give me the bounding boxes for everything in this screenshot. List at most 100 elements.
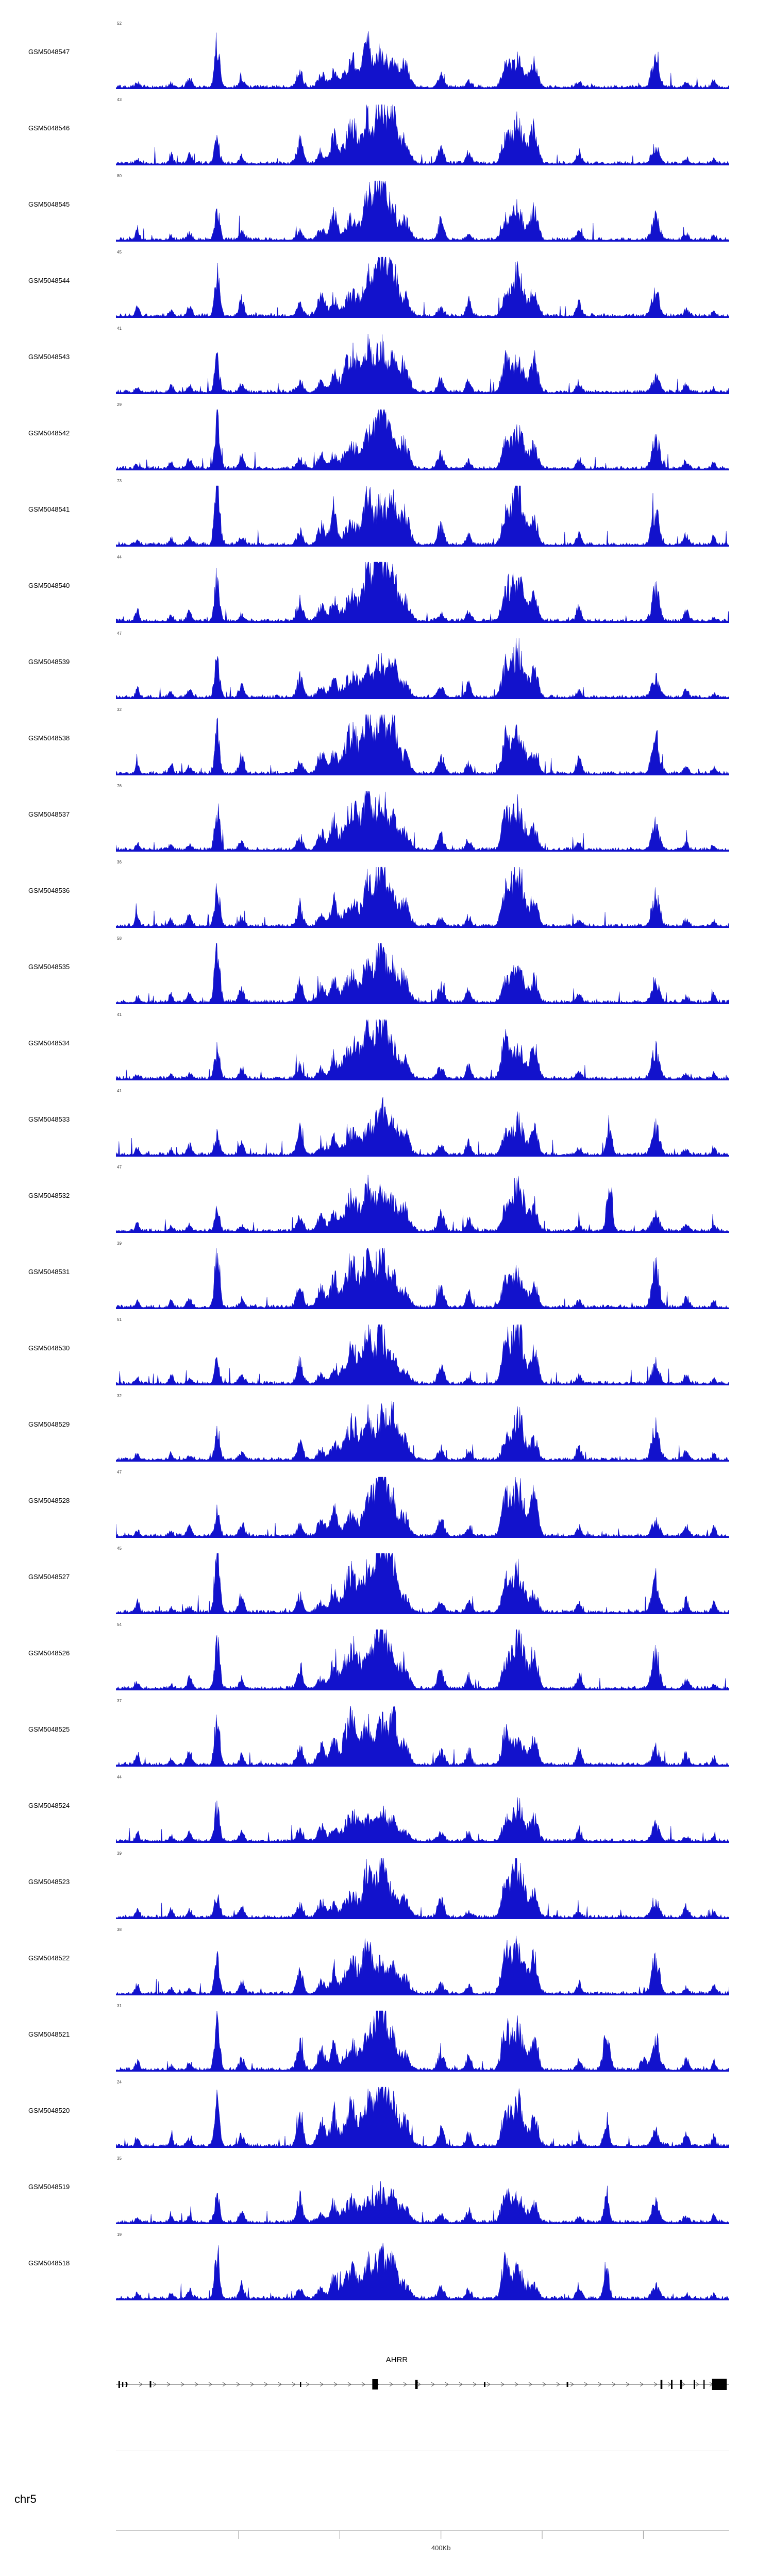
gene-exon <box>415 2380 418 2389</box>
track-label: GSM5048540 <box>28 582 70 589</box>
track-label: GSM5048542 <box>28 429 70 437</box>
strand-arrow-icon <box>139 2382 143 2387</box>
strand-arrow-icon <box>612 2382 616 2387</box>
strand-arrow-icon <box>347 2382 351 2387</box>
track-row: GSM5048543 41 <box>0 323 773 399</box>
track-scale-max: 32 <box>117 1394 122 1398</box>
gene-exon <box>300 2382 301 2387</box>
chromosome-label: chr5 <box>14 2493 37 2505</box>
track-signal <box>116 334 729 394</box>
gene-exon <box>712 2379 727 2390</box>
track-signal <box>116 31 729 89</box>
strand-arrow-icon <box>264 2382 268 2387</box>
track-scale-max: 39 <box>117 1851 122 1856</box>
track-label: GSM5048538 <box>28 734 70 742</box>
track-label: GSM5048547 <box>28 48 70 56</box>
gene-exon <box>126 2382 127 2387</box>
track-row: GSM5048532 47 <box>0 1162 773 1238</box>
track-label: GSM5048534 <box>28 1039 70 1047</box>
signal-track-list: GSM5048547 52 GSM5048546 43 GSM5048545 80 GSM5… <box>0 18 773 2306</box>
track-signal <box>116 867 729 928</box>
track-scale-max: 47 <box>117 631 122 636</box>
track-label: GSM5048546 <box>28 124 70 132</box>
strand-arrow-icon <box>320 2382 324 2387</box>
strand-arrow-icon <box>556 2382 560 2387</box>
strand-arrow-icon <box>598 2382 602 2387</box>
track-scale-max: 44 <box>117 555 122 560</box>
track-signal <box>116 1936 729 1995</box>
strand-arrow-icon <box>153 2382 157 2387</box>
track-scale-max: 44 <box>117 1775 122 1780</box>
track-row: GSM5048534 41 <box>0 1009 773 1086</box>
gene-exon <box>122 2382 124 2387</box>
track-scale-max: 76 <box>117 784 122 788</box>
track-row: GSM5048518 19 <box>0 2229 773 2306</box>
gene-exon <box>680 2380 682 2389</box>
strand-arrow-icon <box>194 2382 198 2387</box>
strand-arrow-icon <box>389 2382 393 2387</box>
strand-arrow-icon <box>403 2382 407 2387</box>
track-label: GSM5048539 <box>28 658 70 666</box>
strand-arrow-icon <box>208 2382 212 2387</box>
track-label: GSM5048520 <box>28 2107 70 2114</box>
track-scale-max: 35 <box>117 2156 122 2161</box>
track-scale-max: 19 <box>117 2232 122 2237</box>
track-row: GSM5048523 39 <box>0 1848 773 1924</box>
track-label: GSM5048525 <box>28 1725 70 1733</box>
track-signal <box>116 1175 729 1233</box>
strand-arrow-icon <box>653 2382 658 2387</box>
track-label: GSM5048541 <box>28 505 70 513</box>
track-signal <box>116 638 729 699</box>
track-label: GSM5048523 <box>28 1878 70 1886</box>
track-label: GSM5048527 <box>28 1573 70 1581</box>
track-scale-max: 73 <box>117 479 122 483</box>
strand-arrow-icon <box>445 2382 449 2387</box>
gene-exon <box>118 2381 120 2388</box>
track-row: GSM5048537 76 <box>0 781 773 857</box>
strand-arrow-icon <box>528 2382 532 2387</box>
gene-model <box>116 2379 729 2390</box>
track-row: GSM5048545 80 <box>0 171 773 247</box>
strand-arrow-icon <box>361 2382 365 2387</box>
track-scale-max: 31 <box>117 2004 122 2008</box>
track-row: GSM5048540 44 <box>0 552 773 628</box>
gene-exon <box>694 2380 695 2389</box>
track-label: GSM5048521 <box>28 2030 70 2038</box>
track-row: GSM5048539 47 <box>0 628 773 704</box>
gene-exon <box>484 2382 485 2387</box>
track-signal <box>116 1400 729 1462</box>
track-scale-max: 43 <box>117 97 122 102</box>
strand-arrow-icon <box>292 2382 296 2387</box>
track-label: GSM5048544 <box>28 277 70 284</box>
strand-arrow-icon <box>681 2382 685 2387</box>
track-label: GSM5048545 <box>28 200 70 208</box>
track-signal <box>116 790 729 852</box>
track-scale-max: 80 <box>117 174 122 178</box>
track-signal <box>116 714 729 775</box>
track-scale-max: 41 <box>117 326 122 331</box>
strand-arrow-icon <box>333 2382 338 2387</box>
track-scale-max: 38 <box>117 1927 122 1932</box>
track-scale-max: 36 <box>117 860 122 865</box>
track-label: GSM5048530 <box>28 1344 70 1352</box>
gene-exon <box>660 2380 663 2389</box>
track-label: GSM5048537 <box>28 810 70 818</box>
track-signal <box>116 1629 729 1690</box>
strand-arrow-icon <box>486 2382 491 2387</box>
track-signal <box>116 257 729 318</box>
track-row: GSM5048544 45 <box>0 247 773 323</box>
track-scale-max: 37 <box>117 1699 122 1703</box>
track-signal <box>116 1324 729 1385</box>
track-signal <box>116 2010 729 2072</box>
strand-arrow-icon <box>473 2382 477 2387</box>
track-row: GSM5048527 45 <box>0 1543 773 1619</box>
gene-exon <box>149 2381 152 2387</box>
track-signal <box>116 2243 729 2300</box>
track-row: GSM5048528 47 <box>0 1467 773 1543</box>
track-label: GSM5048518 <box>28 2259 70 2267</box>
track-label: GSM5048543 <box>28 353 70 361</box>
track-signal <box>116 409 729 470</box>
strand-arrow-icon <box>250 2382 254 2387</box>
track-label: GSM5048531 <box>28 1268 70 1276</box>
